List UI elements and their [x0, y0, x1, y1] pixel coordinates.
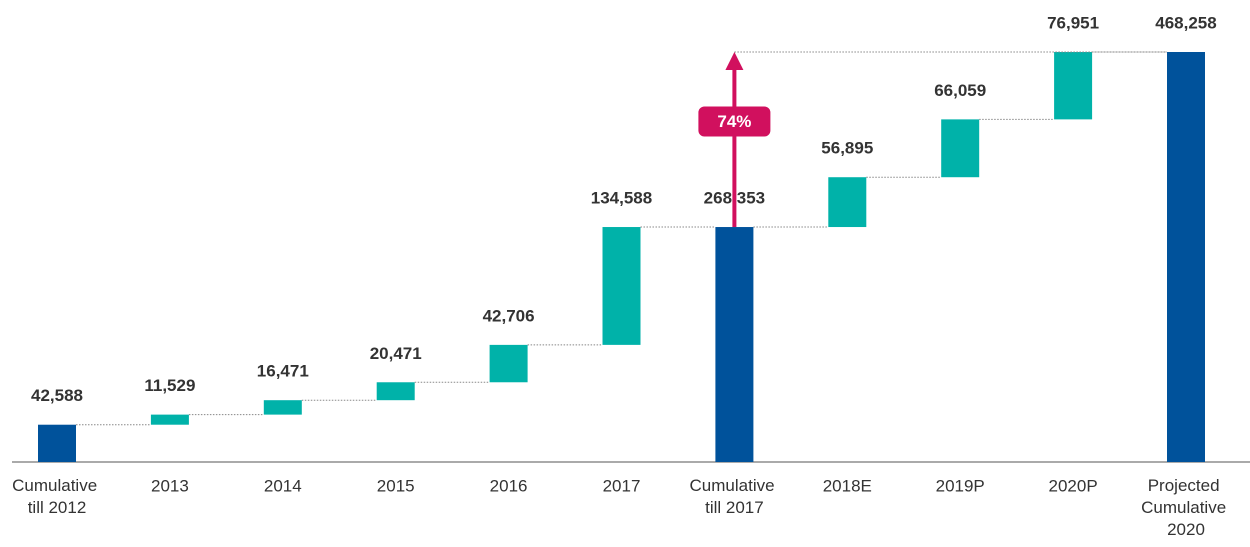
bar — [489, 344, 528, 383]
value-label: 468,258 — [1155, 13, 1216, 32]
bar — [941, 119, 980, 178]
annotation-box — [698, 106, 771, 137]
label-line: till 2012 — [28, 498, 87, 517]
label-line: Projected — [1148, 476, 1225, 495]
label-line: Cumulative — [12, 476, 102, 495]
value-label: 20,471 — [370, 344, 422, 363]
bar — [150, 414, 189, 425]
value-label: 66,059 — [934, 81, 986, 100]
label-line: Cumulative — [690, 476, 780, 495]
value-label: 42,588 — [31, 386, 83, 405]
value-label: 76,951 — [1047, 13, 1099, 32]
x-tick-label: Cumulative till 2012 — [12, 476, 102, 517]
x-tick-label: Cumulative till 2017 — [690, 476, 780, 517]
bar — [376, 382, 415, 401]
annotation: 74% — [717, 112, 751, 131]
x-tick-label: 2015 — [377, 476, 415, 495]
label-line: Cumulative — [1141, 498, 1231, 517]
bar — [1054, 52, 1093, 120]
x-tick-label: Projected Cumulative 2020 — [1141, 476, 1231, 539]
x-tick-label: 2016 — [490, 476, 528, 495]
value-label: 16,471 — [257, 362, 309, 381]
x-tick-label: 2014 — [264, 476, 302, 495]
arrow-head — [725, 52, 744, 70]
total-bar — [715, 227, 754, 462]
bar — [263, 400, 302, 415]
label-line: 2020 — [1167, 520, 1205, 539]
x-tick-label: 2020P — [1049, 476, 1098, 495]
value-label: 11,529 — [144, 376, 195, 395]
total-bar — [1167, 52, 1205, 462]
bar — [828, 177, 867, 228]
label-line: till 2017 — [705, 498, 764, 517]
value-label: 56,895 — [821, 139, 873, 158]
total-bar — [38, 424, 76, 462]
x-tick-label: 2019P — [936, 476, 985, 495]
x-tick-label: 2017 — [603, 476, 641, 495]
bar — [602, 227, 641, 345]
x-tick-label: 2018E — [823, 476, 872, 495]
value-label: 42,706 — [483, 306, 535, 325]
x-tick-label: 2013 — [151, 476, 189, 495]
value-label: 134,588 — [591, 189, 652, 208]
